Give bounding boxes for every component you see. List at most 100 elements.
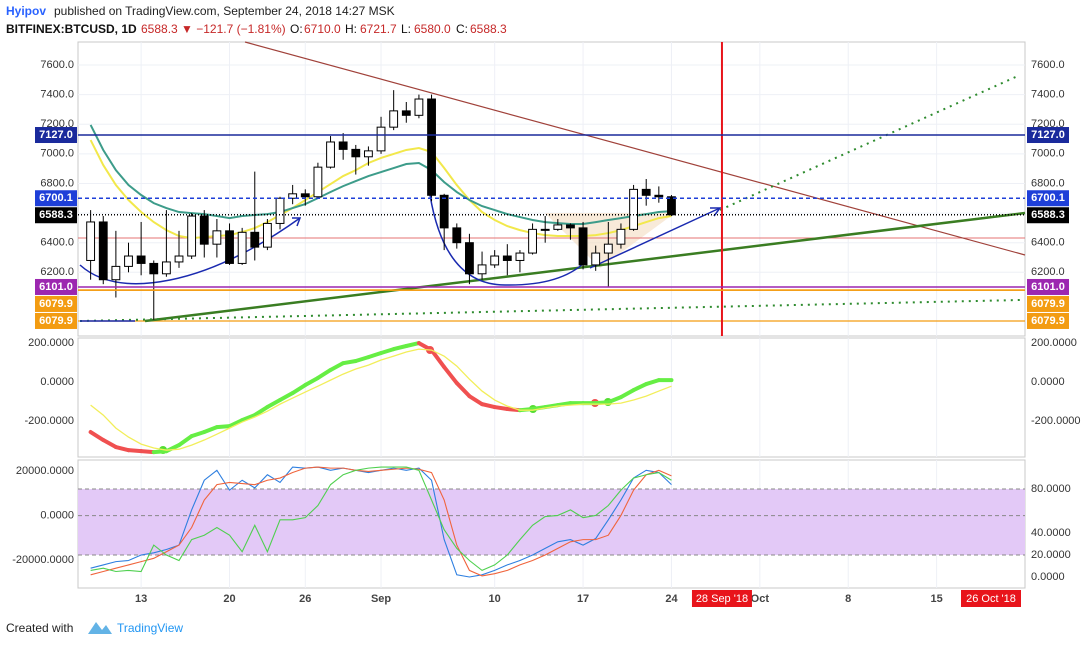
trend-line-up	[144, 211, 1026, 323]
o-label: O:	[290, 22, 303, 36]
candle-body	[490, 255, 500, 266]
candle-body	[212, 230, 222, 245]
o-value: 6710.0	[304, 22, 341, 36]
y-tick-label: 7400.0	[40, 88, 74, 100]
candle-body	[149, 262, 159, 275]
candle-body	[515, 252, 525, 261]
candle-body	[603, 243, 613, 254]
candle-body	[389, 110, 399, 128]
y-tick-label: 200.0000	[28, 337, 74, 349]
created-with: Created with	[6, 621, 73, 635]
x-tick-label: Sep	[371, 593, 391, 605]
candle-body	[288, 193, 298, 199]
y-tick-label: 6200.0	[40, 266, 74, 278]
candle-body	[629, 188, 638, 230]
candle-body	[465, 242, 474, 275]
header: Hyipov published on TradingView.com, Sep…	[6, 4, 507, 36]
candle-body	[275, 197, 285, 224]
oscillator-segment	[467, 394, 485, 407]
price-badge-label-right: 6079.9	[1031, 315, 1065, 327]
change: 6588.3 ▼ −121.7 (−1.81%)	[141, 22, 286, 36]
oscillator-segment	[202, 425, 219, 435]
price-badge-label-right: 6700.1	[1031, 192, 1065, 204]
brand[interactable]: TradingView	[117, 621, 183, 635]
oscillator-segment	[278, 391, 295, 403]
y-tick-label-right: 6400.0	[1031, 237, 1065, 249]
oscillator-segment	[429, 348, 447, 370]
price-badge-label-right: 6101.0	[1031, 281, 1065, 293]
drawings	[78, 41, 1026, 454]
candle-body	[439, 194, 449, 229]
candle-body	[262, 222, 272, 248]
breakout-line	[589, 207, 721, 269]
candle-body	[161, 261, 171, 275]
price-badge-label-left: 6101.0	[39, 281, 73, 293]
y-tick-label: 6400.0	[40, 237, 74, 249]
oscillator-segment	[126, 448, 144, 454]
candle-body	[326, 141, 335, 168]
price-badge-right	[1027, 207, 1069, 224]
oscillator-segment	[543, 403, 560, 410]
x-tick-label: 13	[135, 593, 147, 605]
date-marker-badge	[691, 590, 752, 607]
y-tick-label-right: 7600.0	[1031, 59, 1065, 71]
price-badge-left	[35, 127, 77, 144]
candle-body	[427, 98, 436, 196]
candle-body	[86, 221, 96, 261]
published: published on TradingView.com, September …	[54, 4, 395, 18]
price-pane	[77, 41, 1026, 337]
y-tick-label-right: 7000.0	[1031, 148, 1065, 160]
oscillator-segment	[416, 341, 434, 353]
y-tick-label-right: 7400.0	[1031, 88, 1065, 100]
oscillator-segment	[631, 382, 649, 393]
candle-body	[414, 98, 424, 116]
l-label: L:	[401, 22, 411, 36]
pattern-fill	[545, 213, 675, 268]
y-tick-label: 6800.0	[40, 177, 74, 189]
candle-body	[250, 231, 260, 248]
price-badge-label-right: 6588.3	[1031, 209, 1065, 221]
oscillator-segment	[379, 347, 396, 356]
oscillator-segment	[480, 402, 497, 410]
y-tick-label: 20000.0000	[16, 465, 74, 477]
candle-body	[654, 194, 664, 198]
candle-body	[338, 141, 348, 150]
oscillator-segment	[404, 341, 421, 348]
moving-average	[89, 124, 672, 226]
price-badge-left	[35, 312, 77, 329]
symbol: BITFINEX:BTCUSD, 1D	[6, 22, 137, 36]
candle-body	[667, 196, 676, 216]
oscillator-segment	[341, 359, 358, 366]
oscillator-segment	[391, 343, 409, 352]
x-tick-label: 17	[577, 593, 589, 605]
marks	[78, 42, 1025, 578]
price-badge-label-left: 6588.3	[39, 209, 73, 221]
x-tick-label: 8	[845, 593, 851, 605]
y-tick-label-right: 80.0000	[1031, 483, 1071, 495]
candle-body	[136, 255, 146, 264]
range-end-label: 26 Oct '18	[966, 593, 1016, 605]
candle-body	[477, 264, 487, 275]
price-badge-left	[35, 207, 77, 224]
candle-body	[591, 252, 601, 266]
author: Hyipov	[6, 4, 46, 18]
price-badge-label-left: 6079.9	[39, 298, 73, 310]
candle-body	[376, 126, 386, 152]
candle-body	[452, 227, 462, 244]
cup-curve-right	[429, 194, 586, 286]
x-tick-label: 26	[299, 593, 311, 605]
price-badge-label-right: 7127.0	[1031, 129, 1065, 141]
price-badge-right	[1027, 312, 1069, 329]
indicator-line	[90, 466, 672, 573]
oscillator-segment	[88, 430, 106, 443]
candle-body	[578, 227, 588, 266]
oscillator-segment	[290, 383, 308, 396]
indicator-line	[90, 466, 672, 577]
oscillator-segment	[353, 355, 371, 364]
price-badge-right	[1027, 295, 1069, 312]
oscillator-segment	[315, 367, 333, 380]
y-tick-label: -20000.0000	[12, 554, 74, 566]
price-badge-left	[35, 295, 77, 312]
oscillator-segment	[366, 351, 384, 360]
arrow-head	[710, 207, 722, 217]
